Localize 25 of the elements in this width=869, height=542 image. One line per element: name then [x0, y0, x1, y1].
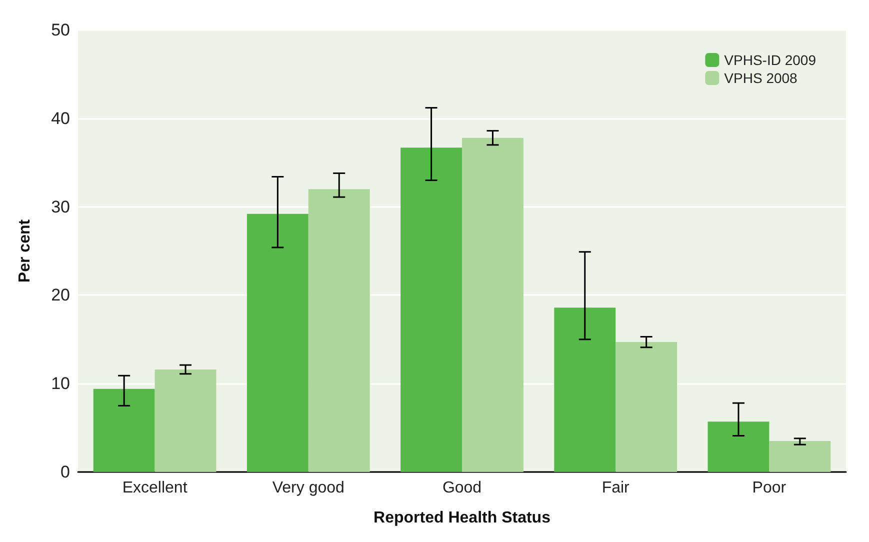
bar: [462, 138, 524, 472]
y-tick-label: 30: [51, 197, 70, 216]
bar: [616, 342, 678, 472]
y-tick-label: 50: [51, 20, 70, 40]
x-tick-label: Fair: [602, 480, 630, 496]
y-tick-label: 0: [60, 462, 70, 482]
y-tick-label: 20: [51, 286, 70, 305]
legend-label: VPHS-ID 2009: [724, 52, 816, 68]
legend-label: VPHS 2008: [724, 70, 798, 86]
y-axis-title: Per cent: [16, 218, 34, 283]
y-tick-label: 40: [51, 108, 70, 128]
bar: [154, 369, 216, 472]
x-tick-label: Excellent: [122, 480, 188, 496]
x-tick-label: Poor: [752, 480, 787, 496]
x-axis-title: Reported Health Status: [374, 510, 551, 526]
bar: [246, 214, 308, 472]
bar: [769, 441, 831, 472]
bar: [554, 308, 616, 472]
y-tick-label: 10: [51, 374, 70, 394]
x-tick-label: Good: [442, 480, 482, 496]
bar: [93, 388, 155, 472]
bar: [308, 189, 370, 472]
bar: [400, 148, 462, 472]
x-tick-label: Very good: [272, 480, 344, 496]
bar: [708, 422, 770, 472]
